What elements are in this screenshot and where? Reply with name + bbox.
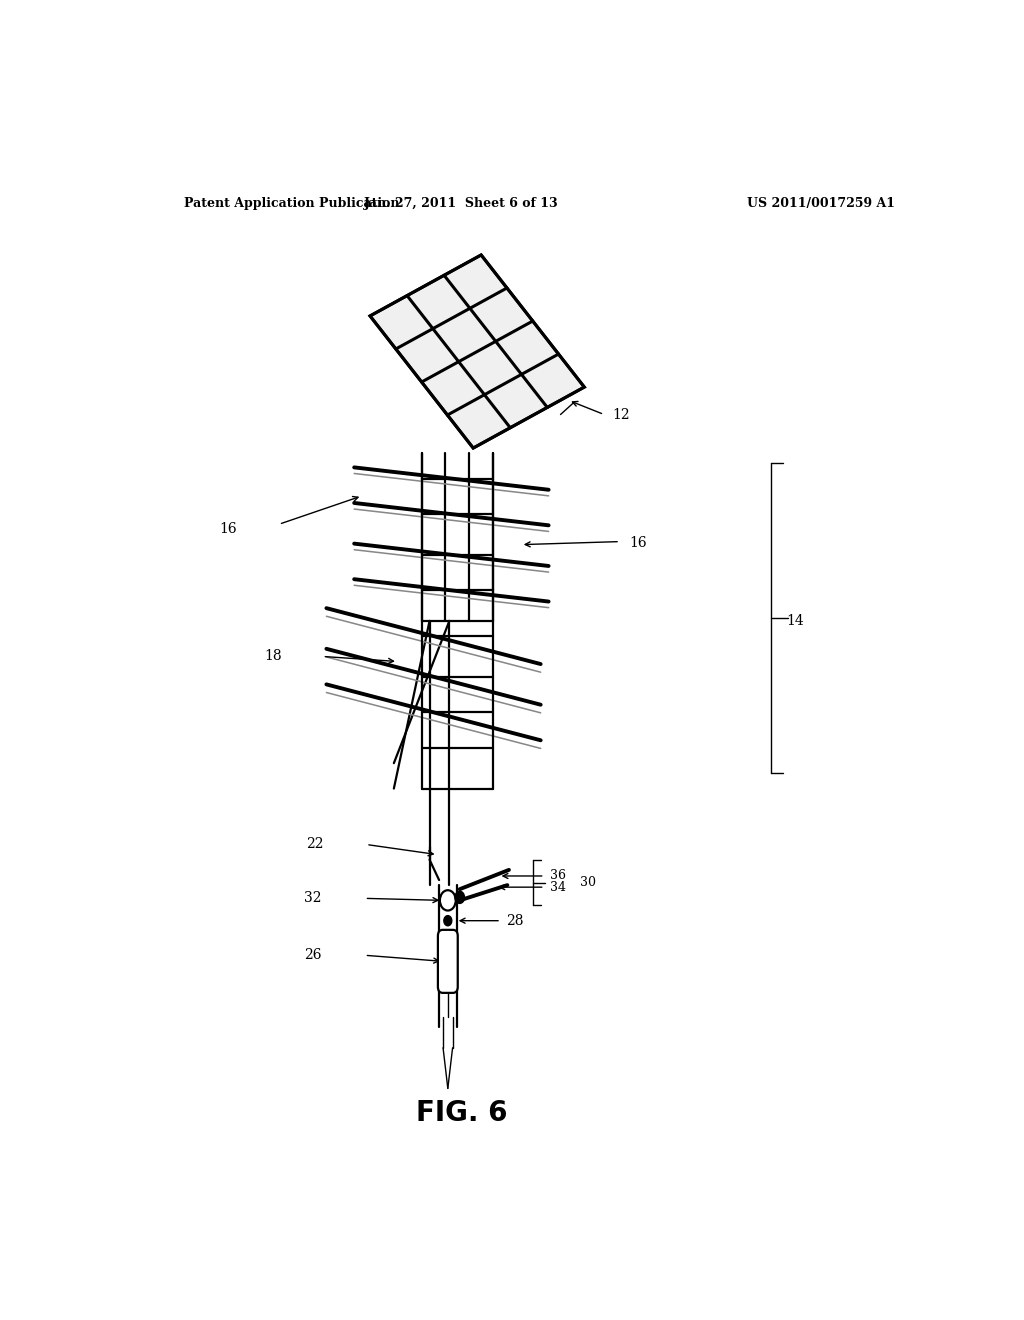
Text: 36: 36 [550, 870, 566, 883]
FancyBboxPatch shape [438, 929, 458, 993]
Text: 30: 30 [581, 875, 596, 888]
Text: 12: 12 [612, 408, 630, 421]
Text: 18: 18 [264, 649, 283, 664]
Text: 26: 26 [304, 948, 322, 962]
Text: Jan. 27, 2011  Sheet 6 of 13: Jan. 27, 2011 Sheet 6 of 13 [364, 197, 559, 210]
Text: 32: 32 [304, 891, 322, 906]
Text: 34: 34 [550, 880, 566, 894]
Text: US 2011/0017259 A1: US 2011/0017259 A1 [748, 197, 895, 210]
Circle shape [455, 891, 465, 903]
Text: 14: 14 [786, 614, 805, 628]
Text: FIG. 6: FIG. 6 [416, 1098, 507, 1126]
Circle shape [443, 916, 452, 925]
Text: 22: 22 [306, 837, 324, 851]
Text: Patent Application Publication: Patent Application Publication [183, 197, 399, 210]
Text: 28: 28 [506, 913, 523, 928]
Polygon shape [370, 255, 585, 447]
Text: 16: 16 [219, 523, 237, 536]
Circle shape [440, 890, 456, 911]
Text: 16: 16 [630, 536, 647, 549]
